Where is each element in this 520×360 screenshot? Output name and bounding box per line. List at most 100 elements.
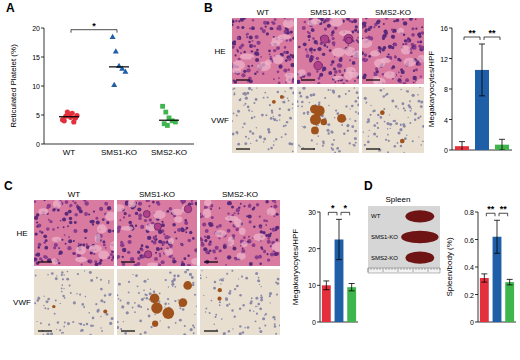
- tissue-space: [241, 242, 247, 247]
- nucleus: [47, 308, 49, 310]
- tissue-space: [283, 19, 294, 28]
- nucleus: [271, 112, 273, 114]
- nucleus: [422, 140, 424, 142]
- nucleus: [259, 327, 261, 329]
- nucleus: [171, 283, 174, 286]
- nucleus: [166, 210, 169, 213]
- nucleus: [68, 210, 72, 214]
- nucleus: [256, 71, 258, 73]
- nucleus: [95, 217, 98, 220]
- nucleus: [334, 56, 336, 58]
- nucleus: [253, 310, 254, 311]
- nucleus: [235, 20, 238, 23]
- nucleus: [276, 213, 279, 216]
- nucleus: [399, 81, 401, 83]
- nucleus: [188, 239, 192, 243]
- nucleus: [270, 56, 272, 58]
- ruler-tick: [404, 268, 405, 270]
- nucleus: [339, 58, 343, 62]
- y-tick: [449, 28, 452, 29]
- nucleus: [264, 315, 265, 316]
- nucleus: [362, 76, 366, 80]
- nucleus: [398, 72, 400, 74]
- nucleus: [232, 247, 236, 251]
- nucleus: [123, 321, 124, 322]
- nucleus: [45, 300, 47, 302]
- nucleus: [366, 101, 368, 103]
- nucleus: [406, 134, 407, 135]
- nucleus: [402, 123, 405, 126]
- nucleus: [364, 144, 366, 146]
- nucleus: [227, 202, 231, 206]
- figure: ABCD05101520Reticulated Platelet (%)WTSM…: [0, 0, 520, 360]
- ruler-tick: [371, 268, 372, 270]
- nucleus: [218, 249, 221, 252]
- nucleus: [239, 307, 241, 309]
- nucleus: [223, 245, 227, 249]
- nucleus: [297, 100, 299, 103]
- nucleus: [283, 51, 286, 54]
- nucleus: [242, 331, 245, 334]
- nucleus: [354, 87, 355, 88]
- nucleus: [72, 321, 74, 323]
- nucleus: [139, 320, 142, 323]
- nucleus: [69, 206, 71, 208]
- vwf-stain: [218, 288, 222, 292]
- nucleus: [218, 237, 220, 239]
- nucleus: [122, 256, 124, 258]
- nucleus: [160, 248, 162, 250]
- nucleus: [286, 121, 288, 123]
- nucleus: [283, 125, 285, 127]
- nucleus: [223, 332, 226, 335]
- nucleus: [400, 124, 402, 126]
- nucleus: [141, 244, 144, 247]
- tissue-space: [105, 211, 114, 220]
- nucleus: [246, 36, 248, 38]
- nucleus: [119, 219, 121, 221]
- spleen-label: WT: [371, 213, 381, 219]
- nucleus: [51, 272, 54, 275]
- nucleus: [343, 133, 345, 135]
- nucleus: [412, 140, 414, 142]
- nucleus: [284, 91, 285, 92]
- error-bar: [494, 220, 500, 253]
- y-tick-label: 0: [470, 319, 474, 326]
- nucleus: [271, 228, 275, 232]
- nucleus: [282, 101, 283, 102]
- nucleus: [241, 26, 244, 29]
- nucleus: [339, 70, 342, 73]
- nucleus: [351, 105, 354, 108]
- nucleus: [204, 236, 206, 238]
- x-tick-label: SMS1-KO: [101, 148, 137, 157]
- nucleus: [405, 42, 408, 45]
- panel-letter: A: [6, 1, 15, 15]
- tissue-space: [204, 200, 211, 206]
- nucleus: [130, 257, 134, 261]
- ruler: [368, 268, 440, 273]
- nucleus: [190, 328, 193, 331]
- nucleus: [397, 78, 401, 82]
- point: [113, 48, 119, 53]
- nucleus: [405, 78, 409, 82]
- nucleus: [72, 252, 74, 254]
- nucleus: [287, 97, 288, 98]
- nucleus: [376, 122, 378, 124]
- nucleus: [189, 231, 192, 234]
- nucleus: [117, 231, 119, 233]
- nucleus: [90, 334, 92, 335]
- nucleus: [146, 200, 149, 202]
- tissue-space: [97, 224, 107, 233]
- nucleus: [192, 237, 195, 240]
- point: [160, 104, 165, 109]
- nucleus: [256, 41, 260, 45]
- he-image: [200, 200, 280, 266]
- nucleus: [254, 51, 258, 55]
- tissue-space: [362, 39, 372, 48]
- nucleus: [253, 45, 256, 48]
- nucleus: [69, 285, 71, 287]
- nucleus: [267, 96, 269, 98]
- nucleus: [245, 97, 248, 100]
- tissue-space: [121, 226, 133, 231]
- nucleus: [357, 37, 359, 39]
- nucleus: [216, 329, 218, 331]
